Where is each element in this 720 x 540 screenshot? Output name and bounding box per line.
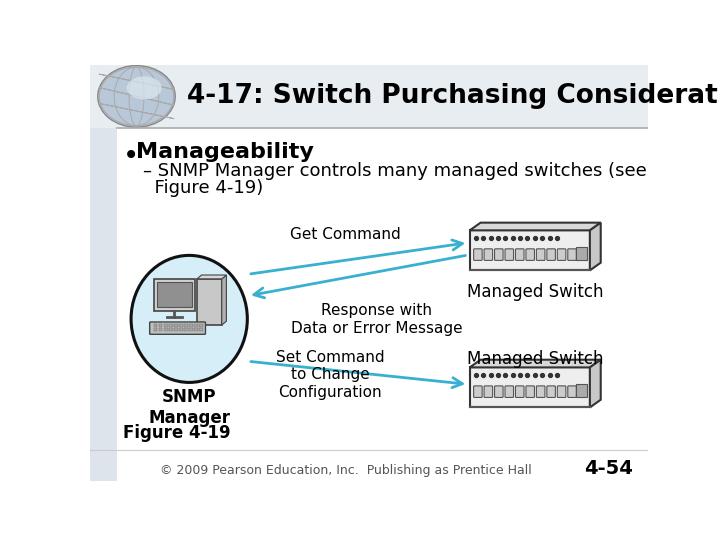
- Text: – SNMP Manager controls many managed switches (see: – SNMP Manager controls many managed swi…: [143, 162, 647, 180]
- FancyBboxPatch shape: [158, 282, 192, 307]
- Polygon shape: [469, 360, 600, 367]
- FancyBboxPatch shape: [516, 386, 524, 397]
- Text: Managed Switch: Managed Switch: [467, 350, 603, 368]
- FancyBboxPatch shape: [484, 386, 492, 397]
- Polygon shape: [197, 275, 226, 279]
- Polygon shape: [590, 222, 600, 271]
- FancyBboxPatch shape: [495, 386, 503, 397]
- Text: Get Command: Get Command: [290, 227, 401, 242]
- FancyBboxPatch shape: [189, 328, 193, 331]
- FancyBboxPatch shape: [536, 386, 545, 397]
- Text: © 2009 Pearson Education, Inc.  Publishing as Prentice Hall: © 2009 Pearson Education, Inc. Publishin…: [160, 464, 531, 477]
- FancyBboxPatch shape: [153, 328, 158, 331]
- FancyBboxPatch shape: [568, 249, 576, 260]
- FancyBboxPatch shape: [505, 249, 513, 260]
- FancyBboxPatch shape: [153, 325, 158, 327]
- FancyBboxPatch shape: [163, 325, 168, 327]
- FancyBboxPatch shape: [189, 325, 193, 327]
- Ellipse shape: [131, 255, 248, 382]
- FancyBboxPatch shape: [526, 249, 534, 260]
- FancyBboxPatch shape: [547, 386, 555, 397]
- FancyBboxPatch shape: [90, 65, 648, 128]
- Text: 4-17: Switch Purchasing Considerations: 4-17: Switch Purchasing Considerations: [187, 83, 720, 110]
- FancyBboxPatch shape: [469, 367, 590, 408]
- FancyBboxPatch shape: [168, 328, 173, 331]
- Polygon shape: [590, 360, 600, 408]
- FancyBboxPatch shape: [158, 328, 163, 331]
- Polygon shape: [469, 222, 600, 231]
- FancyBboxPatch shape: [547, 249, 555, 260]
- Text: 4-54: 4-54: [584, 459, 632, 478]
- FancyBboxPatch shape: [474, 249, 482, 260]
- FancyBboxPatch shape: [199, 328, 203, 331]
- Ellipse shape: [98, 65, 175, 127]
- FancyBboxPatch shape: [197, 279, 222, 325]
- Text: SNMP
Manager: SNMP Manager: [148, 388, 230, 427]
- Ellipse shape: [127, 76, 162, 99]
- FancyBboxPatch shape: [557, 249, 566, 260]
- FancyBboxPatch shape: [90, 65, 117, 481]
- FancyBboxPatch shape: [168, 325, 173, 327]
- Polygon shape: [222, 275, 226, 325]
- FancyBboxPatch shape: [174, 325, 178, 327]
- FancyBboxPatch shape: [174, 328, 178, 331]
- FancyBboxPatch shape: [179, 328, 183, 331]
- Text: Figure 4-19: Figure 4-19: [122, 423, 230, 442]
- Text: •: •: [122, 142, 139, 170]
- Text: Set Command
to Change
Configuration: Set Command to Change Configuration: [276, 350, 384, 400]
- Text: Managed Switch: Managed Switch: [467, 283, 603, 301]
- FancyBboxPatch shape: [117, 128, 648, 481]
- FancyBboxPatch shape: [150, 322, 205, 334]
- FancyBboxPatch shape: [184, 325, 188, 327]
- FancyBboxPatch shape: [163, 328, 168, 331]
- FancyBboxPatch shape: [516, 249, 524, 260]
- FancyBboxPatch shape: [484, 249, 492, 260]
- FancyBboxPatch shape: [505, 386, 513, 397]
- FancyBboxPatch shape: [194, 328, 198, 331]
- FancyBboxPatch shape: [495, 249, 503, 260]
- FancyBboxPatch shape: [474, 386, 482, 397]
- FancyBboxPatch shape: [194, 325, 198, 327]
- Text: Manageability: Manageability: [137, 142, 315, 162]
- Text: Response with
Data or Error Message: Response with Data or Error Message: [291, 303, 462, 336]
- FancyBboxPatch shape: [536, 249, 545, 260]
- FancyBboxPatch shape: [526, 386, 534, 397]
- FancyBboxPatch shape: [576, 384, 587, 397]
- FancyBboxPatch shape: [576, 247, 587, 260]
- Text: Figure 4-19): Figure 4-19): [143, 179, 263, 197]
- FancyBboxPatch shape: [557, 386, 566, 397]
- FancyBboxPatch shape: [199, 325, 203, 327]
- FancyBboxPatch shape: [179, 325, 183, 327]
- FancyBboxPatch shape: [469, 231, 590, 271]
- FancyBboxPatch shape: [568, 386, 576, 397]
- FancyBboxPatch shape: [184, 328, 188, 331]
- FancyBboxPatch shape: [158, 325, 163, 327]
- FancyBboxPatch shape: [154, 279, 194, 311]
